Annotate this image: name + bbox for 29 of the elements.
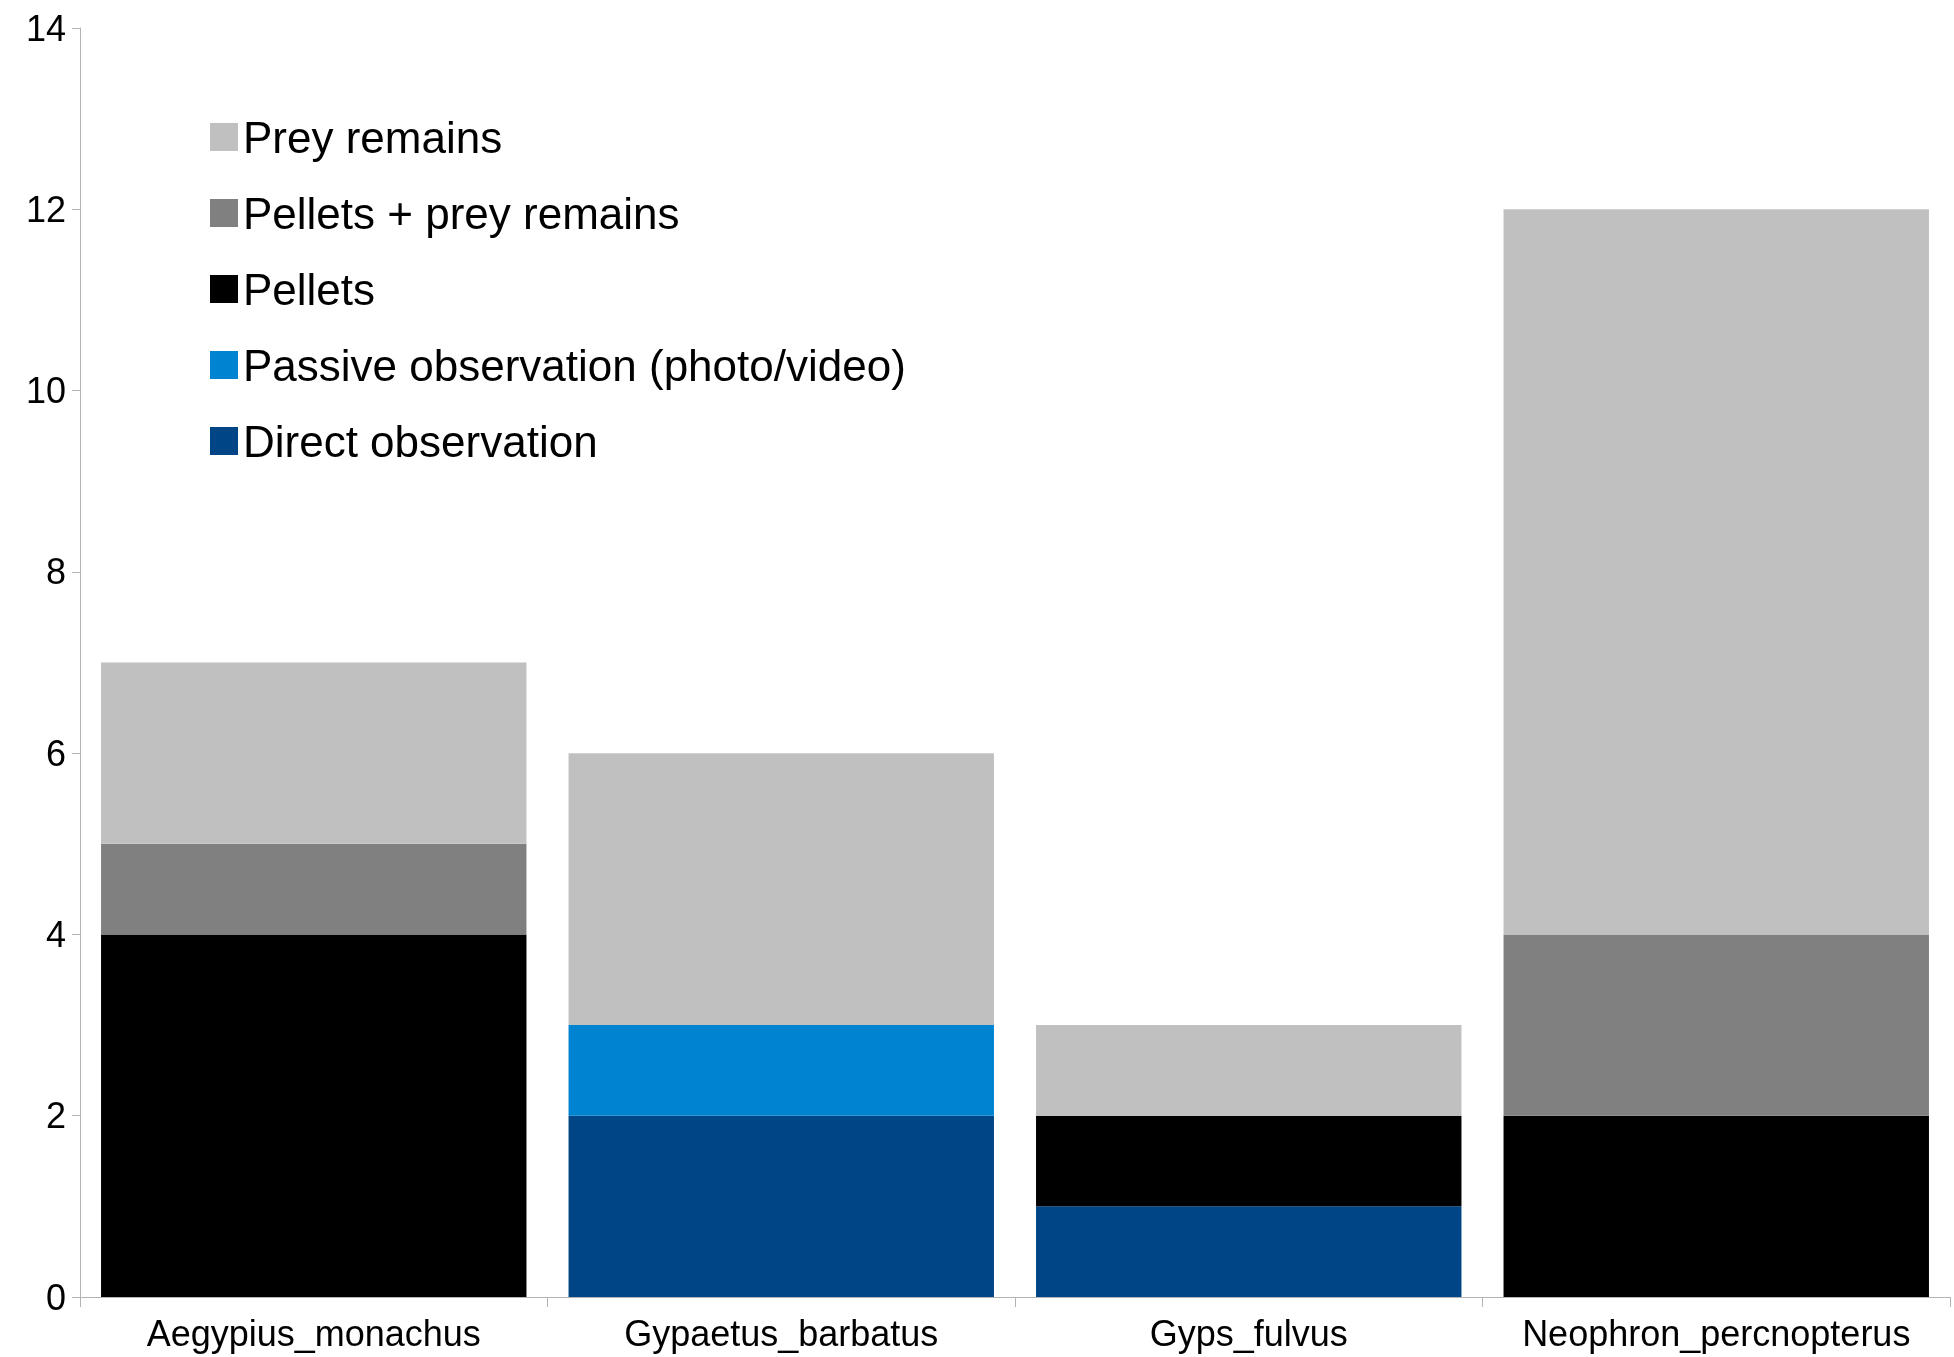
- bar: [1036, 1206, 1462, 1297]
- bar: [101, 843, 527, 935]
- y-tick-label: 2: [45, 1095, 66, 1137]
- y-tick-label: 4: [45, 913, 66, 955]
- bar: [1503, 1115, 1929, 1297]
- legend-label: Pellets: [243, 264, 376, 314]
- bar: [1036, 1025, 1462, 1116]
- bar: [1503, 934, 1929, 1116]
- bar: [101, 662, 527, 844]
- bar: [568, 1115, 994, 1297]
- legend-label: Pellets + prey remains: [243, 188, 680, 238]
- y-tick-label: 12: [25, 188, 66, 230]
- bar: [568, 753, 994, 1026]
- x-tick-label: Gypaetus_barbatus: [624, 1312, 939, 1354]
- y-tick-label: 0: [45, 1276, 66, 1318]
- bar: [101, 934, 527, 1297]
- legend-label: Prey remains: [243, 112, 503, 162]
- y-tick-label: 8: [45, 551, 66, 593]
- x-tick-label: Neophron_percnopterus: [1522, 1312, 1911, 1354]
- y-tick-label: 14: [25, 7, 66, 49]
- legend-label: Direct observation: [243, 416, 598, 466]
- bar: [1503, 209, 1929, 935]
- bar: [1036, 1115, 1462, 1207]
- x-tick-label: Gyps_fulvus: [1149, 1312, 1348, 1354]
- y-tick-label: 10: [25, 370, 66, 412]
- bar: [568, 1025, 994, 1116]
- legend-label: Passive observation (photo/video): [243, 340, 906, 390]
- y-tick-label: 6: [45, 732, 66, 774]
- x-tick-label: Aegypius_monachus: [146, 1312, 481, 1354]
